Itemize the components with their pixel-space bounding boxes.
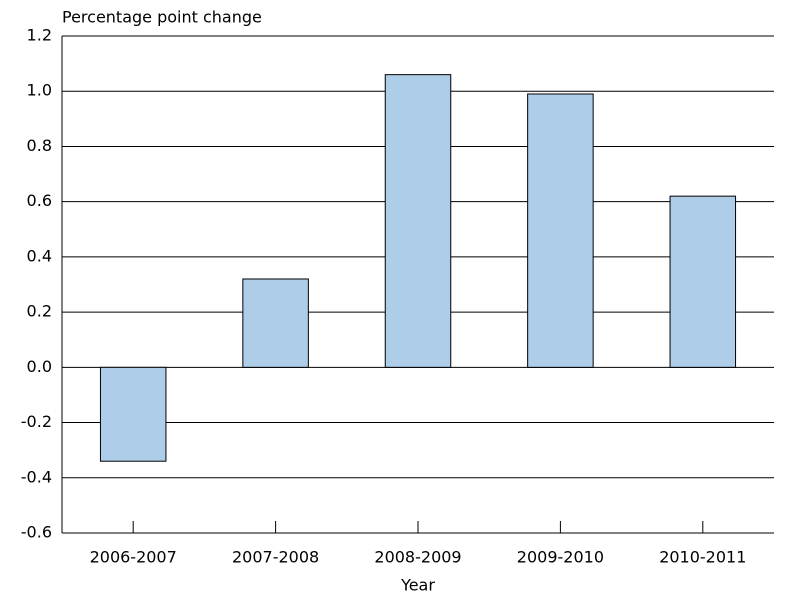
y-tick-label: -0.2 bbox=[21, 412, 52, 431]
bar bbox=[99, 366, 167, 462]
y-tick-label: 0.4 bbox=[27, 246, 52, 265]
y-tick-label: -0.4 bbox=[21, 467, 52, 486]
y-tick-label: 1.0 bbox=[27, 81, 52, 100]
bar bbox=[527, 93, 594, 368]
y-tick-label: -0.6 bbox=[21, 523, 52, 542]
y-tick-label: 0.6 bbox=[27, 191, 52, 210]
chart-title: Percentage point change bbox=[62, 8, 262, 27]
x-tick-label: 2010-2011 bbox=[659, 548, 746, 567]
bar bbox=[384, 74, 452, 368]
x-tick-label: 2007-2008 bbox=[232, 548, 319, 567]
x-tick-label: 2009-2010 bbox=[517, 548, 604, 567]
y-tick-label: 0.8 bbox=[27, 136, 52, 155]
y-tick-label: 0.0 bbox=[27, 357, 52, 376]
x-tick-label: 2008-2009 bbox=[374, 548, 461, 567]
x-axis-label: Year bbox=[400, 576, 435, 595]
y-tick-label: 0.2 bbox=[27, 302, 52, 321]
x-tick-label: 2006-2007 bbox=[90, 548, 177, 567]
bar bbox=[242, 278, 309, 368]
bar bbox=[669, 195, 737, 368]
y-tick-label: 1.2 bbox=[27, 26, 52, 45]
